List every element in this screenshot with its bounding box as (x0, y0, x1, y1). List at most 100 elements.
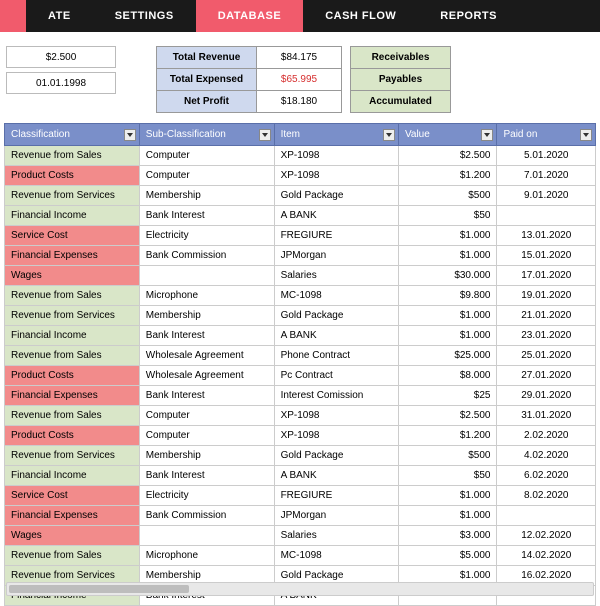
cell-item: XP-1098 (274, 146, 398, 166)
cell-item: JPMorgan (274, 506, 398, 526)
net-profit-label: Net Profit (157, 91, 257, 113)
horizontal-scrollbar[interactable] (6, 582, 594, 596)
cell-subclassification (139, 266, 274, 286)
table-row[interactable]: Financial ExpensesBank CommissionJPMorga… (5, 506, 596, 526)
left-amount: $2.500 (6, 46, 116, 68)
cell-subclassification (139, 526, 274, 546)
filter-icon[interactable] (580, 129, 592, 141)
cell-subclassification: Computer (139, 406, 274, 426)
cell-item: XP-1098 (274, 406, 398, 426)
cell-item: XP-1098 (274, 166, 398, 186)
cell-subclassification: Wholesale Agreement (139, 346, 274, 366)
col-item[interactable]: Item (274, 124, 398, 146)
tab-ate[interactable]: ATE (26, 0, 93, 32)
cell-subclassification: Bank Interest (139, 326, 274, 346)
table-row[interactable]: Revenue from ServicesMembershipGold Pack… (5, 446, 596, 466)
cell-classification: Financial Income (5, 466, 140, 486)
cell-subclassification: Computer (139, 166, 274, 186)
cell-subclassification: Microphone (139, 286, 274, 306)
table-row[interactable]: Revenue from SalesWholesale AgreementPho… (5, 346, 596, 366)
table-row[interactable]: Financial IncomeBank InterestA BANK$1.00… (5, 326, 596, 346)
cell-item: MC-1098 (274, 286, 398, 306)
cell-classification: Revenue from Sales (5, 146, 140, 166)
cell-subclassification: Bank Interest (139, 466, 274, 486)
col-value[interactable]: Value (398, 124, 497, 146)
cell-item: Phone Contract (274, 346, 398, 366)
summary-section: $2.500 01.01.1998 Total Revenue $84.175 … (0, 32, 600, 123)
accumulated-label: Accumulated (351, 91, 451, 113)
cell-subclassification: Bank Commission (139, 246, 274, 266)
tab-database[interactable]: DATABASE (196, 0, 303, 32)
filter-icon[interactable] (481, 129, 493, 141)
cell-subclassification: Bank Commission (139, 506, 274, 526)
cell-paidon: 9.01.2020 (497, 186, 596, 206)
col-subclassification[interactable]: Sub-Classification (139, 124, 274, 146)
cell-item: FREGIURE (274, 226, 398, 246)
balances-table: Receivables Payables Accumulated (350, 46, 451, 113)
cell-item: FREGIURE (274, 486, 398, 506)
tab-reports[interactable]: REPORTS (418, 0, 519, 32)
cell-value: $500 (398, 446, 497, 466)
cell-item: Gold Package (274, 306, 398, 326)
table-row[interactable]: Financial IncomeBank InterestA BANK$50 (5, 206, 596, 226)
table-row[interactable]: Financial IncomeBank InterestA BANK$506.… (5, 466, 596, 486)
cell-classification: Service Cost (5, 486, 140, 506)
col-paidon[interactable]: Paid on (497, 124, 596, 146)
cell-subclassification: Membership (139, 186, 274, 206)
filter-icon[interactable] (259, 129, 271, 141)
filter-icon[interactable] (383, 129, 395, 141)
table-row[interactable]: WagesSalaries$3.00012.02.2020 (5, 526, 596, 546)
cell-classification: Financial Income (5, 326, 140, 346)
cell-paidon: 15.01.2020 (497, 246, 596, 266)
table-row[interactable]: Product CostsWholesale AgreementPc Contr… (5, 366, 596, 386)
table-row[interactable]: Product CostsComputerXP-1098$1.2007.01.2… (5, 166, 596, 186)
cell-value: $9.800 (398, 286, 497, 306)
cell-paidon: 4.02.2020 (497, 446, 596, 466)
data-grid: Classification Sub-Classification Item V… (4, 123, 596, 606)
cell-classification: Financial Expenses (5, 386, 140, 406)
cell-paidon: 14.02.2020 (497, 546, 596, 566)
cell-value: $1.000 (398, 506, 497, 526)
table-row[interactable]: Product CostsComputerXP-1098$1.2002.02.2… (5, 426, 596, 446)
table-row[interactable]: Revenue from SalesMicrophoneMC-1098$5.00… (5, 546, 596, 566)
cell-value: $3.000 (398, 526, 497, 546)
tab-settings[interactable]: SETTINGS (93, 0, 196, 32)
left-date: 01.01.1998 (6, 72, 116, 94)
table-row[interactable]: Revenue from SalesMicrophoneMC-1098$9.80… (5, 286, 596, 306)
table-row[interactable]: Service CostElectricityFREGIURE$1.0008.0… (5, 486, 596, 506)
tab-cashflow[interactable]: CASH FLOW (303, 0, 418, 32)
cell-item: Pc Contract (274, 366, 398, 386)
scrollbar-thumb[interactable] (9, 585, 189, 593)
table-row[interactable]: Financial ExpensesBank InterestInterest … (5, 386, 596, 406)
cell-item: Gold Package (274, 446, 398, 466)
cell-classification: Revenue from Services (5, 186, 140, 206)
filter-icon[interactable] (124, 129, 136, 141)
cell-item: Interest Comission (274, 386, 398, 406)
table-row[interactable]: Service CostElectricityFREGIURE$1.00013.… (5, 226, 596, 246)
col-classification[interactable]: Classification (5, 124, 140, 146)
cell-subclassification: Microphone (139, 546, 274, 566)
cell-classification: Financial Expenses (5, 506, 140, 526)
table-row[interactable]: Revenue from SalesComputerXP-1098$2.5003… (5, 406, 596, 426)
table-row[interactable]: Revenue from SalesComputerXP-1098$2.5005… (5, 146, 596, 166)
cell-value: $50 (398, 466, 497, 486)
cell-paidon: 2.02.2020 (497, 426, 596, 446)
cell-classification: Product Costs (5, 426, 140, 446)
cell-item: JPMorgan (274, 246, 398, 266)
data-grid-wrapper: Classification Sub-Classification Item V… (0, 123, 600, 606)
cell-item: A BANK (274, 206, 398, 226)
table-row[interactable]: Revenue from ServicesMembershipGold Pack… (5, 306, 596, 326)
cell-classification: Revenue from Sales (5, 406, 140, 426)
table-row[interactable]: Financial ExpensesBank CommissionJPMorga… (5, 246, 596, 266)
cell-paidon: 23.01.2020 (497, 326, 596, 346)
cell-paidon: 25.01.2020 (497, 346, 596, 366)
cell-paidon: 17.01.2020 (497, 266, 596, 286)
table-row[interactable]: Revenue from ServicesMembershipGold Pack… (5, 186, 596, 206)
cell-paidon: 13.01.2020 (497, 226, 596, 246)
cell-subclassification: Bank Interest (139, 206, 274, 226)
cell-value: $25 (398, 386, 497, 406)
cell-item: Gold Package (274, 186, 398, 206)
table-row[interactable]: WagesSalaries$30.00017.01.2020 (5, 266, 596, 286)
cell-value: $1.000 (398, 246, 497, 266)
cell-paidon: 7.01.2020 (497, 166, 596, 186)
